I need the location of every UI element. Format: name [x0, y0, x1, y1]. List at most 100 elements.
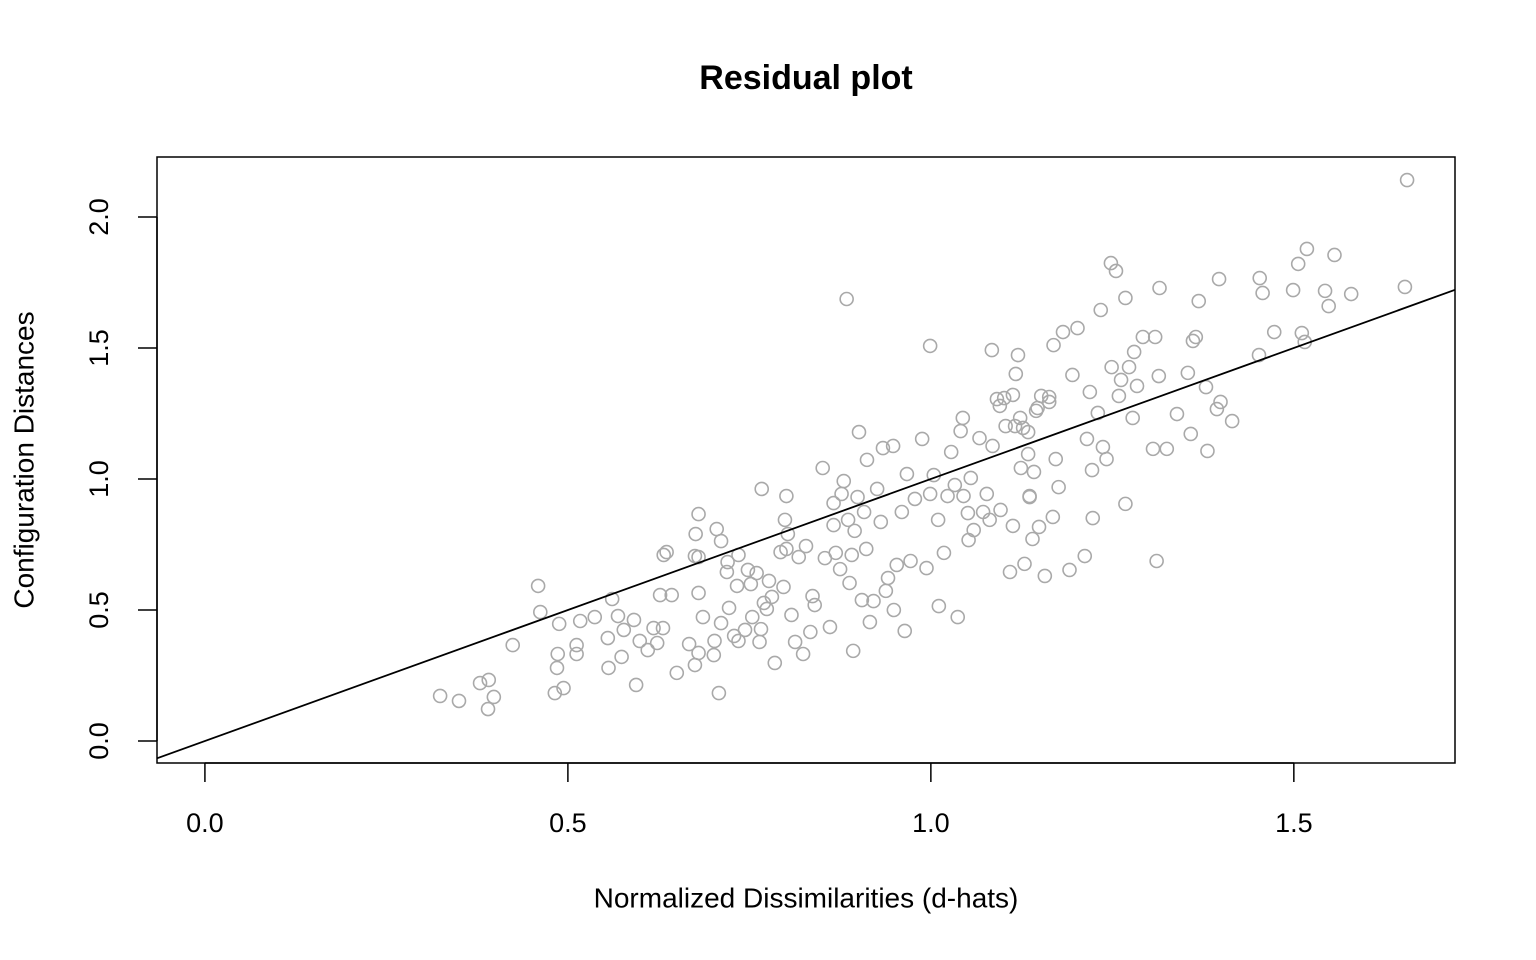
data-point: [1010, 347, 1026, 363]
data-point: [1183, 426, 1199, 442]
data-point: [1005, 518, 1021, 534]
x-tick-label: 1.5: [1275, 808, 1313, 838]
data-point: [1045, 509, 1061, 525]
data-point: [866, 593, 881, 609]
data-point: [776, 579, 791, 595]
data-point: [840, 512, 856, 528]
data-point: [1020, 446, 1036, 462]
data-point: [1285, 282, 1301, 298]
data-point: [549, 660, 565, 676]
data-point: [930, 512, 946, 528]
data-point: [1051, 479, 1066, 495]
data-point: [1251, 347, 1267, 363]
data-point: [979, 486, 995, 502]
data-point: [1104, 359, 1119, 375]
reference-line: [157, 288, 1455, 760]
data-point: [1007, 418, 1023, 434]
data-point: [807, 597, 823, 613]
data-point: [1108, 263, 1124, 279]
data-point: [1041, 389, 1057, 405]
data-point: [907, 491, 923, 507]
data-point: [604, 591, 620, 607]
data-point: [1343, 286, 1359, 302]
data-point: [601, 660, 616, 676]
chart-title: Residual plot: [699, 59, 912, 97]
data-point: [646, 620, 661, 636]
data-point: [721, 600, 737, 616]
data-point: [640, 642, 656, 658]
data-point: [975, 504, 991, 520]
x-axis-label: Normalized Dissimilarities (d-hats): [594, 882, 1019, 913]
data-point: [1030, 400, 1045, 416]
data-point: [854, 592, 870, 608]
data-point: [1070, 320, 1085, 336]
data-point: [1266, 324, 1282, 340]
data-point: [805, 588, 820, 604]
data-point: [940, 488, 955, 504]
data-point: [1191, 293, 1207, 309]
data-point: [966, 522, 981, 538]
data-point: [996, 390, 1012, 406]
data-point: [844, 547, 860, 563]
data-point: [826, 517, 841, 533]
data-point: [963, 470, 979, 486]
data-point: [960, 505, 976, 521]
data-point: [550, 646, 566, 662]
data-point: [1085, 510, 1101, 526]
data-point: [1118, 290, 1133, 306]
data-point: [1321, 298, 1336, 314]
data-point: [1084, 462, 1100, 478]
data-point: [956, 488, 971, 504]
data-point: [753, 621, 769, 637]
data-point: [687, 657, 703, 673]
data-point: [1065, 367, 1080, 383]
data-point: [779, 541, 794, 557]
y-tick-label: 1.0: [84, 460, 114, 498]
data-point: [695, 609, 711, 625]
data-point: [992, 398, 1008, 414]
data-point: [1200, 443, 1215, 459]
x-tick-label: 1.0: [912, 808, 950, 838]
data-point: [1022, 489, 1037, 505]
data-point: [1026, 464, 1042, 480]
data-point: [961, 532, 976, 548]
data-point: [787, 634, 803, 650]
data-point: [832, 561, 848, 577]
data-point: [875, 440, 891, 456]
data-point: [752, 634, 767, 650]
data-point: [655, 620, 671, 636]
data-point: [472, 675, 488, 691]
data-point: [1103, 255, 1119, 271]
data-point: [779, 488, 794, 504]
data-point: [711, 685, 727, 701]
data-point: [451, 693, 467, 709]
data-point: [731, 633, 746, 649]
data-point: [953, 423, 968, 439]
data-point: [481, 672, 497, 688]
data-point: [873, 514, 889, 530]
data-point: [828, 545, 844, 561]
data-point: [547, 685, 563, 701]
data-point: [880, 570, 896, 586]
data-point: [1037, 568, 1053, 584]
data-point: [626, 612, 642, 628]
data-point: [1041, 394, 1057, 410]
data-point: [845, 643, 861, 659]
data-point: [530, 578, 546, 594]
data-point: [777, 512, 793, 528]
data-point: [614, 649, 629, 665]
data-point: [1079, 431, 1095, 447]
data-point: [784, 607, 799, 623]
data-point: [486, 689, 502, 705]
data-point: [1317, 283, 1333, 299]
data-point: [749, 565, 764, 581]
data-point: [681, 636, 697, 652]
data-point: [1118, 496, 1133, 512]
data-point: [947, 477, 963, 493]
data-point: [803, 624, 818, 640]
x-tick-label: 0.5: [549, 808, 587, 838]
data-point: [1224, 413, 1240, 429]
data-point: [759, 601, 775, 617]
data-point: [729, 578, 745, 594]
